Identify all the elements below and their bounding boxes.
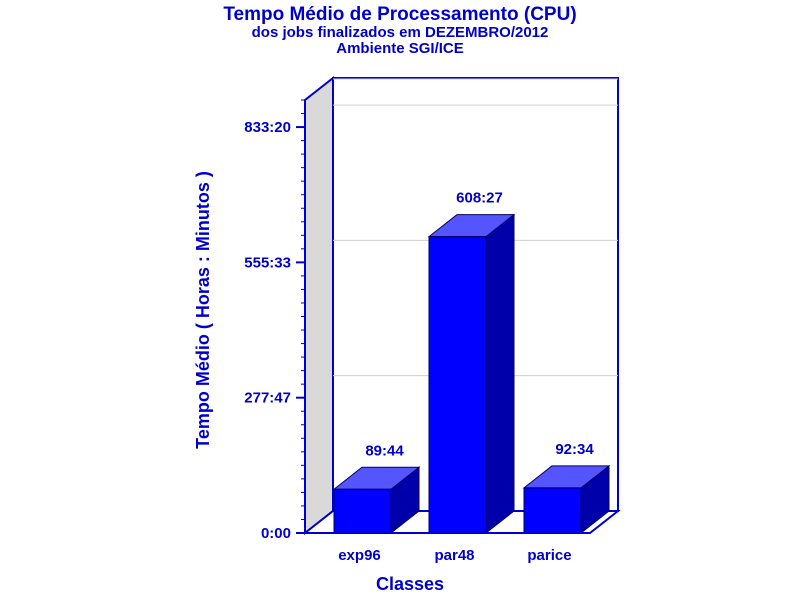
- chart-subtitle-environment: Ambiente SGI/ICE: [336, 40, 464, 57]
- x-tick-label-parice: parice: [527, 547, 571, 564]
- bar-side: [485, 213, 515, 535]
- bar-front: [428, 236, 487, 534]
- data-labels: 89:44 608:27 92:34: [365, 190, 594, 460]
- x-axis-title: Classes: [376, 574, 444, 594]
- bar-front: [523, 487, 582, 534]
- data-label-exp96: 89:44: [365, 442, 404, 459]
- chart-subtitle: dos jobs finalizados em DEZEMBRO/2012: [252, 24, 549, 41]
- y-axis-title: Tempo Médio ( Horas : Minutos ): [193, 171, 213, 449]
- bar-exp96: [332, 466, 421, 535]
- bar-parice: [522, 464, 611, 535]
- y-tick-label: 277:47: [244, 390, 291, 407]
- y-tick-label: 0:00: [261, 525, 291, 542]
- bar-front: [333, 488, 392, 534]
- chart-title: Tempo Médio de Processamento (CPU): [223, 4, 576, 25]
- left-wall: [304, 75, 334, 536]
- data-label-parice: 92:34: [555, 441, 594, 458]
- bars: [332, 213, 611, 535]
- x-axis: exp96 par48 parice: [305, 532, 590, 564]
- x-tick-label-exp96: exp96: [338, 547, 381, 564]
- y-tick-label: 555:33: [244, 254, 291, 271]
- y-tick-label: 833:20: [244, 119, 291, 136]
- bar-par48: [427, 213, 516, 535]
- data-label-par48: 608:27: [456, 190, 503, 207]
- x-tick-label-par48: par48: [434, 547, 474, 564]
- y-axis: 0:00 277:47 555:33 833:20: [244, 99, 306, 542]
